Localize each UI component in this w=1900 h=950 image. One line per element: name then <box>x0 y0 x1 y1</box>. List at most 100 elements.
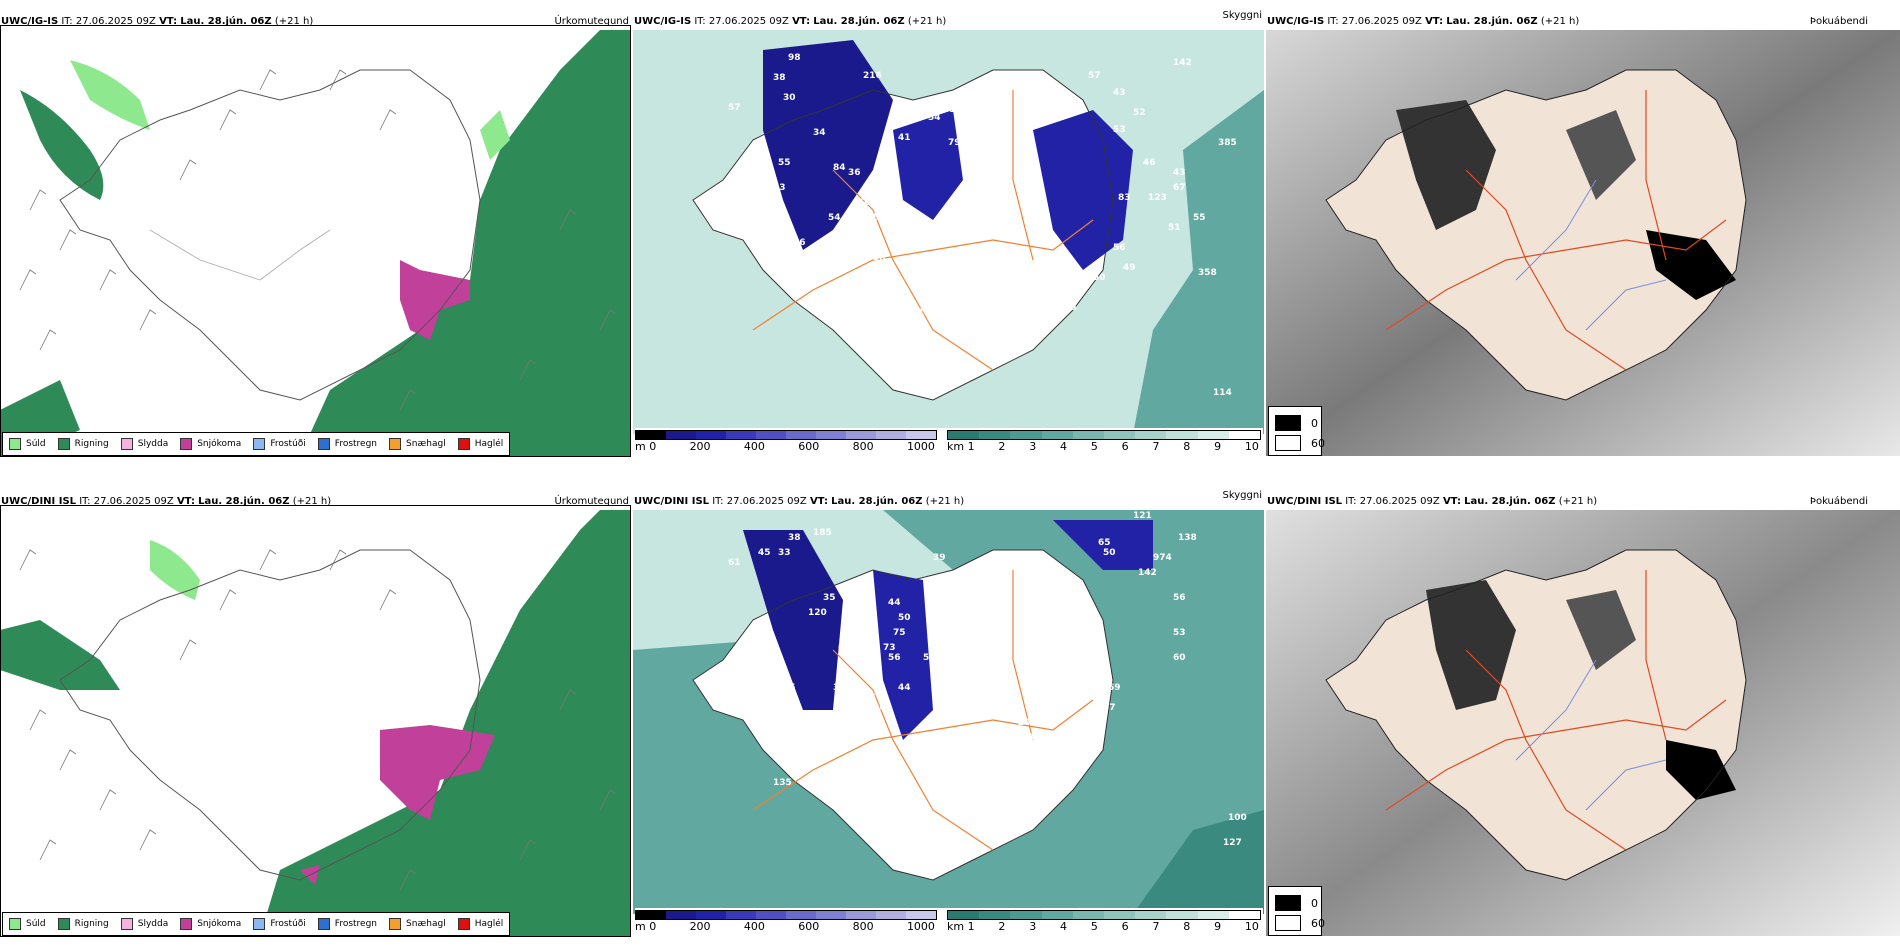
svg-text:39: 39 <box>933 553 946 563</box>
cloud-base-labels: 98 38 30 57 34 216 51 70 96 57 142 43 52… <box>728 53 1237 398</box>
model-name: UWC/DINI ISL <box>634 496 710 507</box>
it-label: IT: <box>61 16 73 27</box>
svg-text:120: 120 <box>808 608 827 618</box>
legend-swatch <box>317 918 330 930</box>
svg-text:358: 358 <box>1198 268 1217 278</box>
legend-item: Frostregn <box>317 918 377 930</box>
svg-text:53: 53 <box>1173 628 1186 638</box>
visibility-ticks: km 1 2 3 4 5 6 7 8 9 10 <box>947 440 1259 453</box>
scale-legend: m 0 200 400 600 800 1000 km 1 2 3 4 5 6 7 8 9 10 <box>635 908 1263 936</box>
model-name: UWC/IG-IS <box>1 16 59 27</box>
panel-visibility-dini: UWC/DINI ISL IT: 27.06.2025 09Z VT: Lau.… <box>633 490 1264 942</box>
precip-map <box>0 510 631 936</box>
roads <box>1385 90 1727 371</box>
svg-text:30: 30 <box>783 93 796 103</box>
rain-area <box>300 30 631 456</box>
init-time: 27.06.2025 09Z <box>708 16 789 27</box>
rain-area <box>0 620 120 690</box>
svg-text:46: 46 <box>1143 158 1156 168</box>
svg-text:142: 142 <box>1138 568 1157 578</box>
rivers <box>1515 659 1667 811</box>
model-name: UWC/DINI ISL <box>1267 496 1343 507</box>
svg-text:35: 35 <box>823 593 836 603</box>
valid-time: Lau. 28.jún. 06Z <box>831 496 923 507</box>
legend-item: 0 <box>1275 415 1318 431</box>
legend-swatch <box>57 438 70 450</box>
legend-item: Súld <box>9 918 46 930</box>
cloud-base-scale <box>635 430 937 440</box>
drizzle-area <box>480 110 510 160</box>
svg-text:106: 106 <box>1028 198 1047 208</box>
rivers <box>1515 179 1667 331</box>
svg-text:56: 56 <box>888 653 901 663</box>
svg-text:43: 43 <box>773 183 786 193</box>
model-name: UWC/IG-IS <box>1267 16 1325 27</box>
svg-text:75: 75 <box>893 628 906 638</box>
precip-legend: Súld Rigning Slydda Snjókoma Frostúði Fr… <box>2 432 511 456</box>
legend-item: Frostregn <box>317 438 377 450</box>
vt-label: VT: <box>1425 16 1444 27</box>
wind-barbs <box>19 549 617 891</box>
panel-precip-type-dini: UWC/DINI ISL IT: 27.06.2025 09Z VT: Lau.… <box>0 490 631 942</box>
svg-text:49: 49 <box>853 278 866 288</box>
roads <box>752 90 1094 371</box>
svg-text:43: 43 <box>1038 558 1051 568</box>
panel-header: UWC/DINI ISL IT: 27.06.2025 09Z VT: Lau.… <box>634 490 1262 510</box>
it-label: IT: <box>1327 16 1339 27</box>
svg-text:55: 55 <box>1193 213 1206 223</box>
precip-map-svg <box>0 30 631 456</box>
legend-swatch <box>1275 915 1301 931</box>
legend-swatch <box>1275 435 1301 451</box>
it-label: IT: <box>712 496 724 507</box>
legend-swatch <box>180 918 193 930</box>
low-cloud-area <box>893 110 963 220</box>
snow-area <box>400 260 470 340</box>
svg-text:56: 56 <box>1113 243 1126 253</box>
legend-item: Rigning <box>57 918 109 930</box>
svg-text:38: 38 <box>773 73 786 83</box>
legend-item: Snæhagl <box>389 918 446 930</box>
visibility-scale <box>947 430 1261 440</box>
svg-text:316: 316 <box>1028 733 1047 743</box>
lead-time: (+21 h) <box>274 16 314 27</box>
precip-map <box>0 30 631 456</box>
lead-time: (+21 h) <box>925 496 965 507</box>
svg-text:55: 55 <box>878 198 891 208</box>
legend-item: Súld <box>9 438 46 450</box>
panel-header: UWC/IG-IS IT: 27.06.2025 09Z VT: Lau. 28… <box>634 10 1262 30</box>
vt-label: VT: <box>1442 496 1461 507</box>
it-label: IT: <box>694 16 706 27</box>
it-label: IT: <box>79 496 91 507</box>
field-name: Þokuábendi <box>1809 496 1868 507</box>
svg-text:114: 114 <box>1213 388 1232 398</box>
svg-text:32: 32 <box>1023 578 1036 588</box>
init-time: 27.06.2025 09Z <box>1341 16 1422 27</box>
visibility-scale <box>947 910 1261 920</box>
wind-barbs <box>19 69 617 411</box>
coastline <box>1325 69 1747 401</box>
svg-text:50: 50 <box>898 613 911 623</box>
valid-time: Lau. 28.jún. 06Z <box>813 16 905 27</box>
svg-text:45: 45 <box>758 548 771 558</box>
legend-swatch <box>9 438 21 450</box>
legend-swatch <box>57 918 70 930</box>
svg-text:216: 216 <box>863 71 882 81</box>
visibility-map-svg: 38 185 121 138 61 45 33 35 65 32 50 974 … <box>633 510 1264 914</box>
svg-text:209: 209 <box>1018 718 1037 728</box>
legend-item: Slydda <box>120 918 168 930</box>
field-name: Skyggni <box>1222 490 1262 501</box>
svg-text:51: 51 <box>1168 223 1181 233</box>
valid-time: Lau. 28.jún. 06Z <box>198 496 290 507</box>
legend-swatch <box>389 438 402 450</box>
fog-map-svg <box>1266 30 1900 456</box>
svg-text:129: 129 <box>953 683 972 693</box>
svg-text:100: 100 <box>1003 263 1022 273</box>
legend-item: 60 <box>1275 435 1325 451</box>
legend-swatch <box>9 918 21 930</box>
legend-item: Snæhagl <box>389 438 446 450</box>
svg-text:66: 66 <box>1058 703 1071 713</box>
fog-legend: 0 60 <box>1268 886 1325 936</box>
panel-header: UWC/DINI ISL IT: 27.06.2025 09Z VT: Lau.… <box>1 496 629 510</box>
legend-item: Frostúði <box>253 918 306 930</box>
svg-text:59: 59 <box>908 808 921 818</box>
